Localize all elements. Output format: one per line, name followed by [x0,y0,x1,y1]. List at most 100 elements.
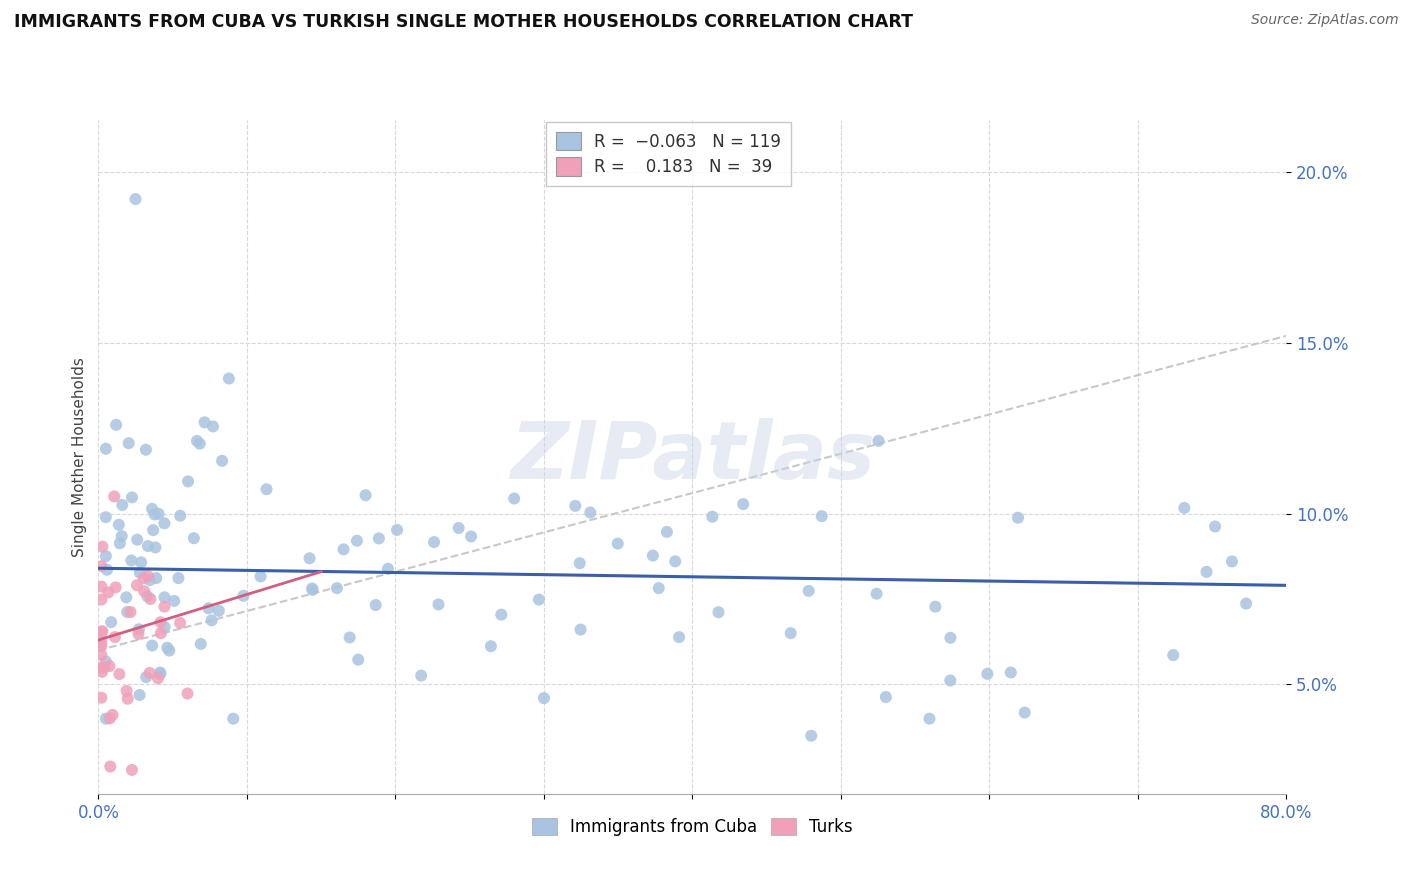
Point [733,497,755,511]
Point [117,691,139,706]
Point [918,712,941,726]
Point [503,491,526,506]
Point [301,582,323,597]
Point [111,529,134,543]
Point [1195,565,1218,579]
Point [145,571,167,585]
Point [1173,500,1195,515]
Point [105,417,128,432]
Point [527,592,550,607]
Point [136,569,159,583]
Point [93,660,115,674]
Point [668,630,690,644]
Point [128,622,150,636]
Point [129,566,152,580]
Point [121,763,143,777]
Point [94,442,117,456]
Point [564,499,586,513]
Point [385,523,408,537]
Point [298,551,321,566]
Point [135,670,157,684]
Point [301,582,323,596]
Point [865,587,887,601]
Point [1007,510,1029,524]
Point [201,613,224,627]
Point [108,536,131,550]
Point [183,531,205,545]
Point [104,630,127,644]
Point [347,653,370,667]
Point [606,536,628,550]
Point [797,583,820,598]
Point [139,592,162,607]
Point [143,508,166,522]
Point [97,585,120,599]
Point [111,498,134,512]
Point [149,666,172,681]
Point [346,533,368,548]
Point [655,524,678,539]
Point [479,639,502,653]
Point [153,591,176,605]
Point [568,556,591,570]
Point [94,510,117,524]
Point [124,192,146,206]
Point [145,541,167,555]
Point [149,665,172,680]
Point [100,615,122,629]
Point [129,555,152,569]
Point [707,605,730,619]
Point [332,542,354,557]
Point [118,436,141,450]
Point [491,607,513,622]
Text: Source: ZipAtlas.com: Source: ZipAtlas.com [1251,13,1399,28]
Point [90,690,112,705]
Point [664,554,686,568]
Point [411,668,433,682]
Point [90,635,112,649]
Point [177,475,200,489]
Point [339,631,361,645]
Point [132,571,155,585]
Point [800,729,823,743]
Point [94,654,117,668]
Point [176,686,198,700]
Point [924,599,946,614]
Point [377,562,399,576]
Point [326,581,349,595]
Point [103,490,125,504]
Point [939,631,962,645]
Point [135,442,157,457]
Point [569,623,592,637]
Point [201,419,224,434]
Point [90,639,112,653]
Point [98,759,121,773]
Point [157,643,180,657]
Point [976,666,998,681]
Point [115,605,138,619]
Point [96,563,118,577]
Point [208,604,231,618]
Text: IMMIGRANTS FROM CUBA VS TURKISH SINGLE MOTHER HOUSEHOLDS CORRELATION CHART: IMMIGRANTS FROM CUBA VS TURKISH SINGLE M… [14,13,912,31]
Point [197,601,219,615]
Point [868,434,890,448]
Point [127,533,149,547]
Point [702,509,724,524]
Point [188,436,211,450]
Point [90,660,112,674]
Point [90,580,112,594]
Point [115,684,138,698]
Point [875,690,897,704]
Point [1220,554,1243,568]
Point [94,549,117,563]
Point [423,535,446,549]
Point [115,591,138,605]
Point [1161,648,1184,662]
Point [193,415,215,429]
Point [148,507,170,521]
Point [138,665,160,680]
Point [163,594,186,608]
Point [447,521,470,535]
Point [648,581,671,595]
Point [91,624,114,639]
